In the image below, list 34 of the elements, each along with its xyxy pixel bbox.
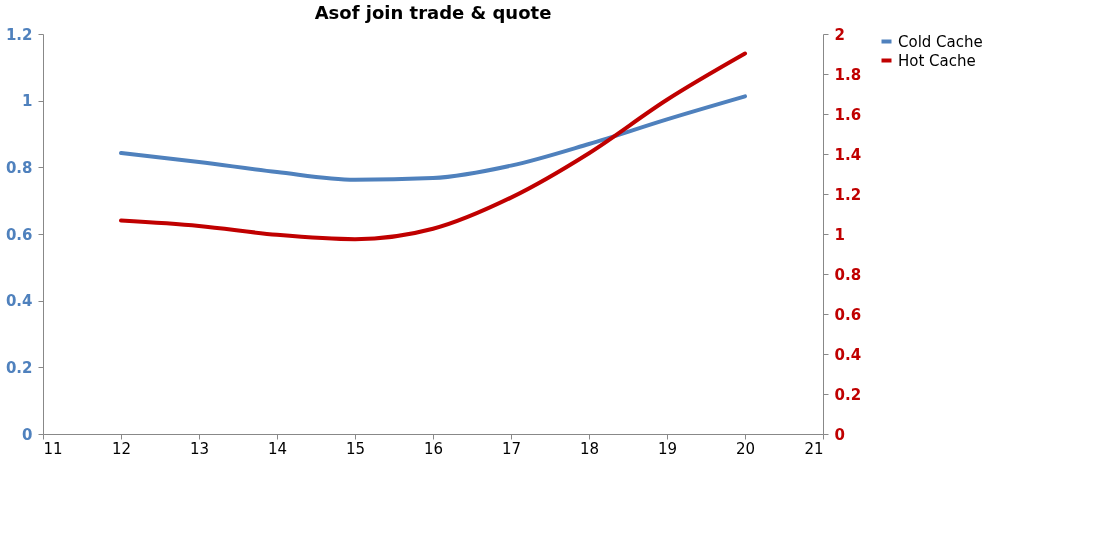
y-tick-label: 0.8: [5, 158, 33, 177]
x-tick-label: 20: [735, 439, 756, 458]
y2-tick-label: 0.2: [834, 385, 862, 404]
y2-tick-label: 1.4: [834, 145, 862, 164]
x-tick-label: 15: [345, 439, 366, 458]
y2-tick-label: 0.8: [834, 265, 862, 284]
y-tick-label: 0.6: [5, 225, 33, 244]
y-tick-label: 1: [22, 92, 33, 111]
y2-tick-label: 2: [834, 25, 845, 44]
x-tick-label: 21: [804, 439, 824, 458]
x-tick-label: 14: [267, 439, 288, 458]
y2-tick-label: 0.4: [834, 345, 862, 364]
y2-tick-label: 1.8: [834, 65, 862, 84]
x-tick-label: 11: [43, 439, 63, 458]
line-series: [119, 51, 747, 242]
y-tick-label: 1.2: [5, 25, 33, 44]
x-tick-label: 18: [579, 439, 600, 458]
legend-label: Cold Cache: [898, 32, 983, 51]
chart-title: Asof join trade & quote: [314, 2, 552, 23]
x-tick-label: 16: [423, 439, 444, 458]
legend-label: Hot Cache: [898, 51, 976, 70]
y2-tick-label: 0.6: [834, 305, 862, 324]
y-tick-label: 0.2: [5, 358, 33, 377]
x-tick-label: 13: [189, 439, 210, 458]
x-tick-label: 19: [657, 439, 678, 458]
x-tick-label: 12: [111, 439, 132, 458]
y2-tick-label: 1.6: [834, 105, 862, 124]
y2-tick-label: 0: [834, 425, 845, 444]
y-tick-label: 0.4: [5, 292, 33, 311]
x-tick-label: 17: [501, 439, 522, 458]
y-tick-label: 0: [22, 425, 33, 444]
y2-tick-label: 1.2: [834, 185, 862, 204]
y2-tick-label: 1: [834, 225, 845, 244]
line-series: [119, 94, 747, 182]
